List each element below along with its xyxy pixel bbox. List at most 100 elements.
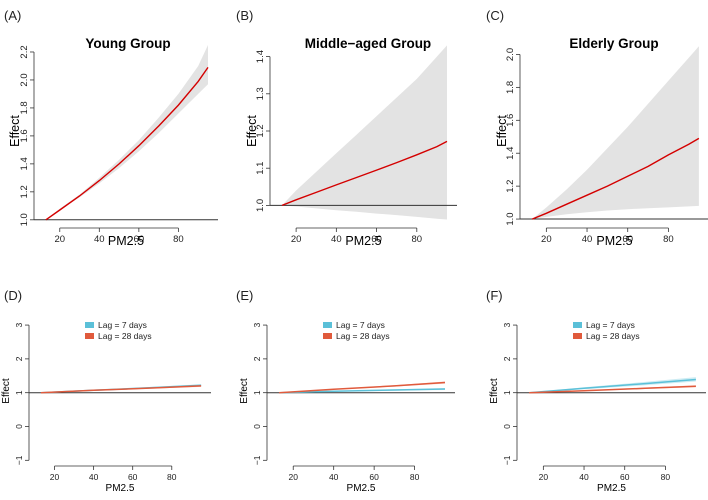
x-axis-title: PM2.5 — [108, 234, 144, 248]
chart-panel-a: (A) Young Group 20 40 60 80 PM2.5 1.0 1.2 1.4 1.6 1… — [4, 8, 218, 248]
series-line-1 — [45, 66, 209, 221]
y-tick-label: 2.2 — [19, 45, 30, 58]
legend-label: Lag = 28 days — [98, 331, 152, 341]
y-tick-label: 2 — [252, 356, 262, 361]
y-tick-label: 0 — [14, 424, 24, 429]
chart-panel-f: (F) 20 40 60 80 PM2.5 −1 0 1 2 3 Effect Lag = 7 days… — [486, 288, 706, 494]
y-tick-label: 2.0 — [505, 48, 516, 61]
y-tick-label: 1.4 — [19, 157, 30, 170]
y-tick-label: 1.4 — [505, 147, 516, 160]
series-line-1 — [279, 388, 446, 394]
series-line-2 — [40, 385, 202, 394]
x-axis-title: PM2.5 — [347, 483, 376, 494]
x-tick-label: 60 — [620, 472, 630, 482]
y-tick-label: −1 — [14, 455, 24, 465]
legend-label: Lag = 28 days — [336, 331, 390, 341]
x-axis-title: PM2.5 — [597, 483, 626, 494]
y-tick-label: 0 — [252, 424, 262, 429]
x-tick-label: 20 — [288, 472, 298, 482]
y-tick-label: 1 — [252, 390, 262, 395]
panel-label: (B) — [236, 8, 253, 23]
y-tick-label: 1.0 — [505, 212, 516, 225]
y-tick-label: −1 — [502, 455, 512, 465]
legend-label: Lag = 7 days — [336, 320, 385, 330]
series-line-1 — [281, 140, 448, 207]
x-tick-label: 40 — [329, 472, 339, 482]
legend-swatch — [323, 333, 332, 339]
chart-panel-d: (D) 20 40 60 80 PM2.5 −1 0 1 2 3 Effect Lag = 7 days… — [1, 288, 211, 494]
y-tick-label: 3 — [502, 322, 512, 327]
legend-label: Lag = 28 days — [586, 331, 640, 341]
panel-label: (A) — [4, 8, 21, 23]
x-tick-label: 40 — [579, 472, 589, 482]
x-tick-label: 40 — [89, 472, 99, 482]
x-axis-title: PM2.5 — [596, 234, 632, 248]
y-axis-title: Effect — [495, 115, 509, 147]
x-tick-label: 80 — [661, 472, 671, 482]
y-axis-title: Effect — [8, 115, 22, 147]
x-axis-title: PM2.5 — [345, 234, 381, 248]
y-tick-label: 2 — [14, 356, 24, 361]
x-tick-label: 20 — [50, 472, 60, 482]
y-tick-label: 1.4 — [255, 50, 266, 63]
legend-label: Lag = 7 days — [586, 320, 635, 330]
confidence-band-1 — [45, 45, 209, 220]
x-tick-label: 20 — [541, 234, 552, 245]
y-tick-label: 3 — [252, 322, 262, 327]
y-tick-label: 1.0 — [255, 199, 266, 212]
y-tick-label: 1 — [14, 390, 24, 395]
confidence-band-1 — [282, 45, 447, 220]
x-tick-label: 60 — [371, 234, 382, 245]
legend-swatch — [85, 333, 94, 339]
y-tick-label: 1.1 — [255, 162, 266, 175]
x-tick-label: 60 — [134, 234, 145, 245]
x-tick-label: 40 — [94, 234, 105, 245]
chart-panel-b: (B) Middle−aged Group 20 40 60 80 PM2.5 1.0 1.1 1… — [236, 8, 457, 248]
confidence-band-1 — [532, 46, 699, 220]
y-axis-title: Effect — [245, 115, 259, 147]
y-tick-label: 1.6 — [505, 114, 516, 127]
legend-swatch — [573, 322, 582, 328]
y-axis-title: Effect — [239, 378, 250, 404]
panel-label: (E) — [236, 288, 253, 303]
series-line-1 — [529, 378, 696, 394]
x-tick-label: 80 — [167, 472, 177, 482]
series-line-1 — [531, 137, 700, 220]
y-tick-label: 1.0 — [19, 213, 30, 226]
x-axis-title: PM2.5 — [106, 483, 135, 494]
y-tick-label: 1.2 — [19, 185, 30, 198]
x-tick-label: 60 — [128, 472, 138, 482]
x-tick-label: 60 — [369, 472, 379, 482]
x-tick-label: 40 — [331, 234, 342, 245]
legend-label: Lag = 7 days — [98, 320, 147, 330]
y-tick-label: 1.6 — [19, 129, 30, 142]
panel-title: Middle−aged Group — [305, 36, 431, 51]
y-tick-label: 1.8 — [19, 101, 30, 114]
x-tick-label: 20 — [54, 234, 65, 245]
series-line-2 — [529, 385, 696, 394]
panel-label: (C) — [486, 8, 504, 23]
x-tick-label: 80 — [410, 472, 420, 482]
y-tick-label: 2.0 — [19, 73, 30, 86]
y-axis-title: Effect — [1, 378, 12, 404]
y-tick-label: 1 — [502, 390, 512, 395]
y-tick-label: 1.2 — [505, 180, 516, 193]
x-tick-label: 40 — [582, 234, 593, 245]
panel-label: (F) — [486, 288, 503, 303]
chart-panel-c: (C) Elderly Group 20 40 60 80 PM2.5 1.0 1.2 1.4 1.… — [486, 8, 708, 248]
y-tick-label: 2 — [502, 356, 512, 361]
chart-panel-e: (E) 20 40 60 80 PM2.5 −1 0 1 2 3 Effect Lag = 7 days… — [236, 288, 455, 494]
y-axis-title: Effect — [489, 378, 500, 404]
legend-swatch — [323, 322, 332, 328]
x-tick-label: 80 — [663, 234, 674, 245]
x-tick-label: 20 — [539, 472, 549, 482]
y-tick-label: 1.8 — [505, 81, 516, 94]
panel-label: (D) — [4, 288, 22, 303]
series-line-2 — [279, 381, 446, 394]
panel-title: Young Group — [85, 36, 170, 51]
x-tick-label: 60 — [622, 234, 633, 245]
